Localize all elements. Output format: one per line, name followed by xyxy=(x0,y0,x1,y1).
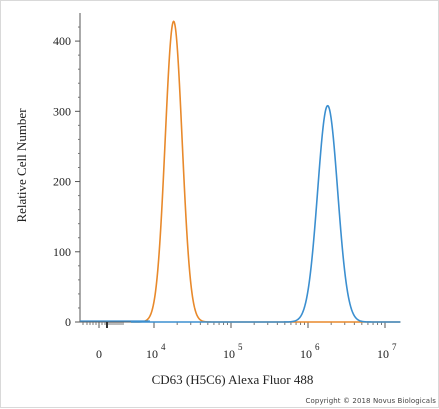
histogram-series-2 xyxy=(130,104,401,323)
y-axis-title: Relative Cell Number xyxy=(14,108,29,223)
x-tick-exponent: 6 xyxy=(315,342,320,352)
x-tick-label: 10 xyxy=(146,347,158,361)
y-tick-label: 100 xyxy=(53,245,71,259)
series-layer xyxy=(80,20,401,323)
x-tick-exponent: 7 xyxy=(392,342,397,352)
axes xyxy=(75,13,386,328)
y-tick-label: 400 xyxy=(53,34,71,48)
x-tick-label: 0 xyxy=(96,347,102,361)
y-tick-label: 0 xyxy=(65,315,71,329)
copyright-text: Copyright © 2018 Novus Biologicals xyxy=(305,397,436,405)
x-axis-title: CD63 (H5C6) Alexa Fluor 488 xyxy=(152,372,314,387)
x-tick-label: 10 xyxy=(223,347,235,361)
x-tick-exponent: 4 xyxy=(161,342,166,352)
x-tick-label: 10 xyxy=(377,347,389,361)
histogram-series-1 xyxy=(130,20,401,323)
y-tick-label: 300 xyxy=(53,104,71,118)
y-tick-label: 200 xyxy=(53,175,71,189)
x-tick-label: 10 xyxy=(300,347,312,361)
x-tick-exponent: 5 xyxy=(238,342,243,352)
